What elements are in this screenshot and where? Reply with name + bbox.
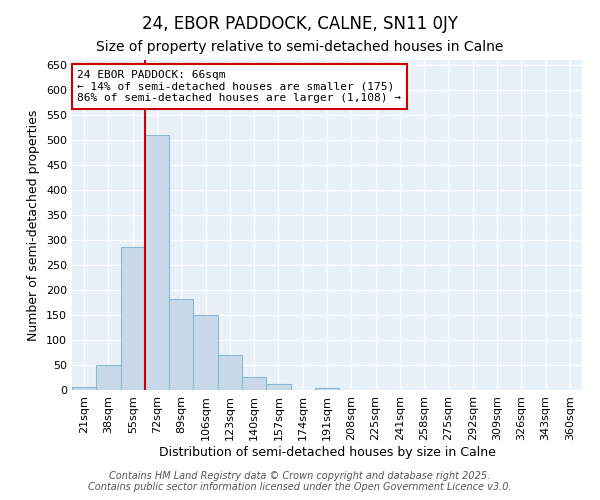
Bar xyxy=(193,315,218,390)
Bar xyxy=(145,135,169,390)
Bar xyxy=(169,298,193,390)
Text: 24 EBOR PADDOCK: 66sqm
← 14% of semi-detached houses are smaller (175)
86% of se: 24 EBOR PADDOCK: 66sqm ← 14% of semi-det… xyxy=(77,70,401,103)
Bar xyxy=(121,246,145,390)
Text: 24, EBOR PADDOCK, CALNE, SN11 0JY: 24, EBOR PADDOCK, CALNE, SN11 0JY xyxy=(142,15,458,33)
X-axis label: Distribution of semi-detached houses by size in Calne: Distribution of semi-detached houses by … xyxy=(158,446,496,458)
Bar xyxy=(218,355,242,390)
Bar xyxy=(72,386,96,390)
Bar xyxy=(266,384,290,390)
Bar xyxy=(315,388,339,390)
Y-axis label: Number of semi-detached properties: Number of semi-detached properties xyxy=(28,110,40,340)
Text: Size of property relative to semi-detached houses in Calne: Size of property relative to semi-detach… xyxy=(97,40,503,54)
Bar xyxy=(242,376,266,390)
Bar xyxy=(96,365,121,390)
Text: Contains HM Land Registry data © Crown copyright and database right 2025.
Contai: Contains HM Land Registry data © Crown c… xyxy=(88,471,512,492)
